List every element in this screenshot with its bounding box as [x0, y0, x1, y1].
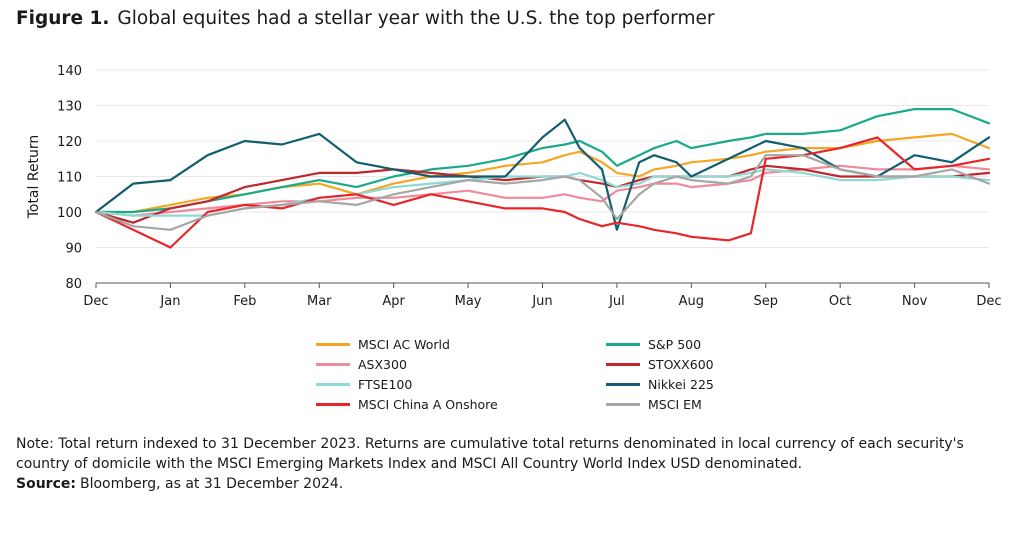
y-tick-label: 140	[57, 64, 82, 79]
y-tick-label: 90	[65, 242, 82, 257]
x-tick-label: Mar	[307, 294, 332, 309]
x-tick-label: Dec	[83, 294, 108, 309]
legend-swatch	[606, 343, 640, 346]
legend-label: MSCI AC World	[358, 337, 450, 352]
legend-label: MSCI China A Onshore	[358, 397, 498, 412]
note-text: Note: Total return indexed to 31 Decembe…	[16, 434, 976, 474]
legend-item: STOXX600	[606, 356, 736, 373]
note-block: Note: Total return indexed to 31 Decembe…	[16, 434, 976, 494]
y-tick-label: 100	[57, 206, 82, 221]
legend-item: MSCI AC World	[316, 336, 606, 353]
y-tick-label: 80	[65, 277, 82, 292]
y-tick-label: 130	[57, 100, 82, 115]
legend-label: MSCI EM	[648, 397, 702, 412]
legend-swatch	[316, 363, 350, 366]
x-tick-label: Feb	[233, 294, 256, 309]
x-tick-label: Nov	[902, 294, 928, 309]
legend-item: MSCI China A Onshore	[316, 396, 606, 413]
legend-swatch	[316, 403, 350, 406]
x-tick-label: Jul	[608, 294, 625, 309]
legend-swatch	[316, 383, 350, 386]
legend-label: Nikkei 225	[648, 377, 714, 392]
legend-swatch	[606, 383, 640, 386]
legend: MSCI AC World S&P 500 ASX300 STOXX600 FTSE10…	[316, 336, 736, 413]
source-text: Bloomberg, as at 31 December 2024.	[80, 476, 343, 492]
legend-swatch	[606, 403, 640, 406]
x-tick-label: Jun	[531, 294, 552, 309]
legend-swatch	[606, 363, 640, 366]
y-tick-label: 120	[57, 135, 82, 150]
legend-item: FTSE100	[316, 376, 606, 393]
x-tick-label: Oct	[829, 294, 851, 309]
legend-label: ASX300	[358, 357, 407, 372]
series-line-5	[96, 120, 989, 230]
legend-label: FTSE100	[358, 377, 412, 392]
source-label: Source:	[16, 476, 76, 492]
legend-item: MSCI EM	[606, 396, 736, 413]
series-line-1	[96, 109, 989, 212]
source-line: Source: Bloomberg, as at 31 December 2024…	[16, 474, 976, 494]
series-line-3	[96, 166, 989, 223]
x-tick-label: Sep	[753, 294, 778, 309]
y-tick-label: 110	[57, 171, 82, 186]
x-tick-label: Dec	[976, 294, 1001, 309]
legend-label: S&P 500	[648, 337, 701, 352]
axes: 80 90 100 110 120 130 140 Dec Jan Feb Mar Apr May Jun…	[26, 64, 1002, 309]
x-tick-label: May	[455, 294, 482, 309]
legend-item: Nikkei 225	[606, 376, 736, 393]
y-axis-label: Total Return	[26, 135, 42, 220]
x-tick-label: Apr	[382, 294, 405, 309]
x-tick-label: Jan	[159, 294, 180, 309]
legend-label: STOXX600	[648, 357, 714, 372]
legend-item: ASX300	[316, 356, 606, 373]
series-lines	[96, 109, 989, 247]
line-chart: 80 90 100 110 120 130 140 Dec Jan Feb Mar Apr May Jun…	[0, 0, 1016, 330]
legend-item: S&P 500	[606, 336, 736, 353]
legend-swatch	[316, 343, 350, 346]
x-tick-label: Aug	[679, 294, 704, 309]
